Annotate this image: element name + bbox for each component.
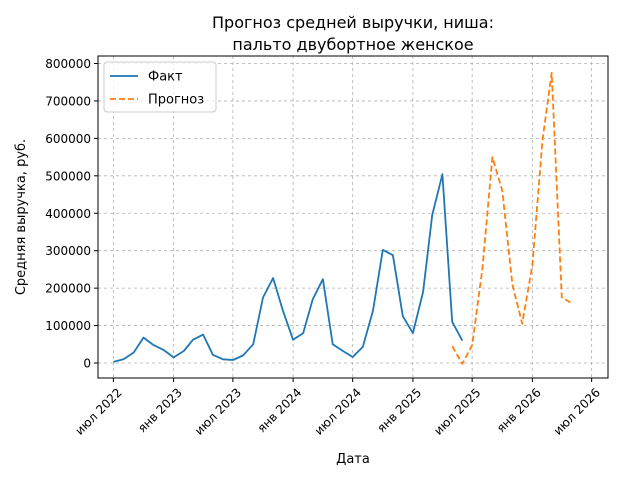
- x-tick-label: янв 2026: [494, 385, 544, 435]
- x-axis-label: Дата: [336, 452, 370, 467]
- x-tick-label: июл 2023: [192, 385, 244, 437]
- y-tick-label: 700000: [45, 94, 91, 108]
- legend-label-fact: Факт: [148, 70, 183, 85]
- chart-title-line-2: пальто двубортное женское: [232, 35, 473, 54]
- x-axis: июл 2022 янв 2023 июл 2023 янв 2024 июл 2024…: [72, 378, 603, 438]
- y-tick-label: 600000: [45, 132, 91, 146]
- y-tick-label: 200000: [45, 282, 91, 296]
- y-tick-label: 300000: [45, 244, 91, 258]
- x-tick-label: июл 2022: [72, 385, 124, 437]
- x-tick-label: янв 2023: [135, 385, 185, 435]
- legend: Факт Прогноз: [103, 61, 217, 113]
- legend-label-forecast: Прогноз: [148, 93, 204, 108]
- y-axis: 0 100000 200000 300000 400000 500000 600000 700…: [45, 57, 98, 371]
- series-line-1: [451, 71, 573, 365]
- y-tick-label: 800000: [45, 57, 91, 71]
- x-tick-label: июл 2026: [551, 385, 603, 437]
- x-tick-label: янв 2025: [374, 385, 424, 435]
- x-tick-label: янв 2024: [255, 385, 305, 435]
- x-tick-label: июл 2024: [312, 385, 364, 437]
- x-tick-label: июл 2025: [431, 385, 483, 437]
- y-tick-label: 100000: [45, 319, 91, 333]
- chart-title-line-1: Прогноз средней выручки, ниша:: [212, 13, 494, 32]
- series-layer: [113, 71, 573, 365]
- y-tick-label: 500000: [45, 169, 91, 183]
- series-line-0: [113, 173, 464, 363]
- y-tick-label: 0: [83, 357, 91, 371]
- y-tick-label: 400000: [45, 207, 91, 221]
- y-axis-label: Средняя выручка, руб.: [14, 139, 29, 295]
